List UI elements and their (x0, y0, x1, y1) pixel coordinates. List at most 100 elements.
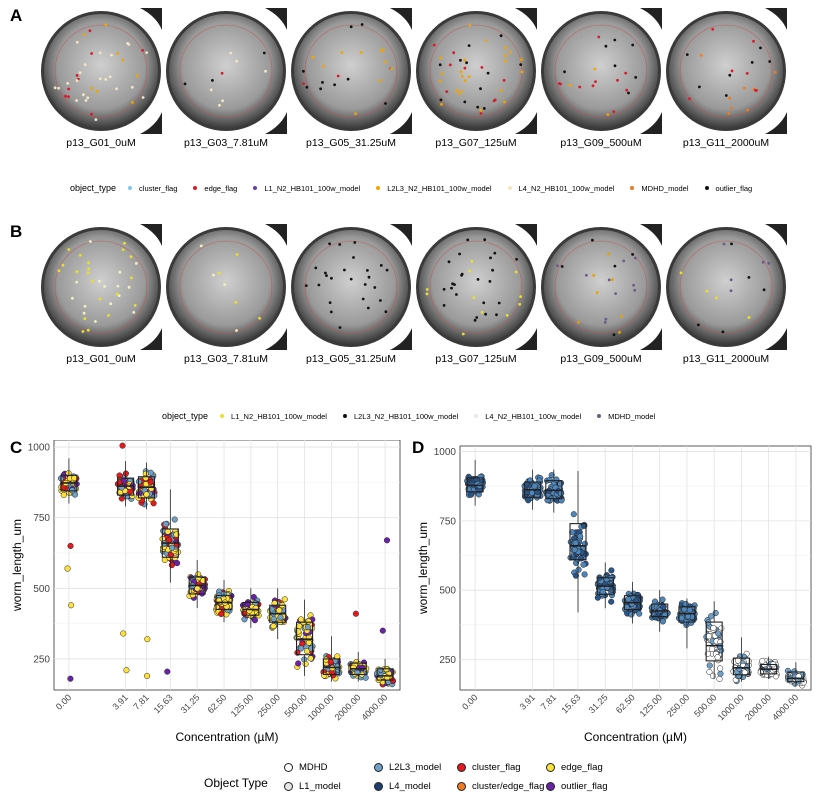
legend-label: L2L3_model (389, 762, 442, 773)
legend-dot-icon (376, 186, 381, 190)
worm-detection-dot (361, 297, 365, 301)
worm-detection-dot (329, 310, 333, 314)
x-tick-label: 3.91 (518, 692, 537, 711)
box (787, 671, 805, 683)
worm-detection-dot (556, 264, 559, 268)
well-label: p13_G01_0uM (66, 353, 136, 365)
data-point (144, 672, 151, 679)
data-point (473, 475, 480, 483)
worm-detection-dot (761, 260, 765, 264)
panel-letter-c: C (10, 438, 23, 457)
worm-detection-dot (343, 268, 346, 272)
chart-c-boxplot: 250 500 750 1000 0.00 3.91 7.81 15.63 31.25 62.50… (10, 440, 401, 744)
worm-detection-dot (145, 51, 149, 54)
data-point (652, 614, 659, 621)
well-image: p13_G03_7.81uM (165, 222, 287, 365)
data-point (525, 497, 532, 504)
worm-detection-dot (489, 256, 492, 260)
worm-detection-dot (480, 66, 484, 69)
legend-label: L4_model (389, 781, 431, 792)
worm-detection-dot (476, 105, 480, 109)
legend-label: cluster_flag (139, 183, 178, 193)
worm-detection-dot (311, 55, 315, 59)
well-image: p13_G01_0uM (40, 6, 162, 149)
worm-detection-dot (730, 242, 733, 246)
worm-detection-dot (519, 295, 522, 298)
data-point (575, 566, 582, 573)
worm-detection-dot (774, 70, 777, 74)
x-tick-label: 15.63 (559, 692, 582, 715)
worm-detection-dot (504, 54, 508, 58)
data-point (686, 607, 693, 614)
worm-detection-dot (322, 64, 325, 68)
worm-detection-dot (234, 301, 238, 304)
data-point (608, 592, 616, 599)
worm-detection-dot (363, 283, 367, 286)
worm-detection-dot (317, 283, 321, 287)
data-point (194, 585, 201, 592)
data-point (120, 477, 127, 484)
worm-detection-dot (82, 93, 85, 97)
legend-item: outlier_flag (546, 781, 607, 792)
worm-detection-dot (75, 79, 79, 82)
y-tick-label: 1000 (28, 443, 51, 454)
data-point (706, 668, 713, 676)
worm-detection-dot (338, 243, 342, 246)
data-point (199, 577, 207, 584)
data-point (250, 594, 257, 601)
worm-detection-dot (484, 312, 487, 316)
worm-detection-dot (466, 238, 470, 242)
data-point (570, 511, 577, 518)
well-image: p13_G01_0uM (40, 222, 162, 365)
worm-detection-dot (333, 83, 336, 87)
data-point (302, 660, 309, 667)
legend-dot-icon (704, 186, 709, 190)
worm-detection-dot (746, 108, 749, 112)
data-point (468, 491, 475, 498)
worm-detection-dot (460, 90, 464, 93)
panel-b-well-row: p13_G01_0uM p13_G03_7.81uM p13_G05_31.25… (40, 222, 816, 365)
worm-detection-dot (217, 271, 221, 275)
worm-detection-dot (314, 266, 318, 270)
worm-detection-dot (366, 306, 370, 310)
worm-detection-dot (378, 79, 382, 83)
worm-detection-dot (595, 291, 599, 294)
worm-detection-dot (127, 285, 131, 289)
worm-detection-dot (90, 86, 93, 90)
y-tick-label: 500 (33, 584, 50, 595)
worm-detection-dot (75, 99, 78, 102)
data-point (580, 561, 587, 568)
worm-detection-dot (123, 241, 126, 245)
legend-label: MDHD_model (608, 411, 656, 421)
panel-letter-d: D (412, 438, 425, 457)
x-tick-label: 3.91 (111, 692, 130, 711)
data-point (660, 603, 667, 611)
data-point (123, 667, 130, 674)
data-point (594, 594, 601, 601)
data-point (571, 546, 578, 553)
x-tick-label: 1000.00 (716, 692, 746, 722)
worm-detection-dot (321, 81, 324, 84)
worm-detection-dot (463, 58, 466, 62)
worm-detection-dot (616, 78, 619, 82)
legend-dot-icon (253, 186, 258, 190)
legend-item: L2L3_N2_HB101_100w_model (376, 184, 492, 193)
worm-detection-dot (360, 23, 364, 26)
data-point (764, 671, 771, 678)
well-label: p13_G07_125uM (435, 137, 517, 149)
well-image: p13_G09_500uM (540, 6, 662, 149)
worm-detection-dot (613, 64, 617, 68)
worm-detection-dot (502, 78, 506, 82)
legend-item: cluster_flag (457, 762, 521, 773)
legend-label: MDHD (299, 762, 328, 773)
data-point (636, 610, 643, 617)
worm-detection-dot (632, 283, 635, 287)
data-point (528, 489, 535, 496)
x-tick-label: 7.81 (131, 692, 150, 711)
well-image: p13_G09_500uM (540, 222, 662, 365)
worm-detection-dot (578, 85, 582, 89)
x-axis-label: Concentration (µM) (584, 730, 687, 744)
worm-detection-dot (476, 278, 480, 281)
worm-detection-dot (94, 320, 97, 323)
worm-detection-dot (515, 257, 518, 261)
